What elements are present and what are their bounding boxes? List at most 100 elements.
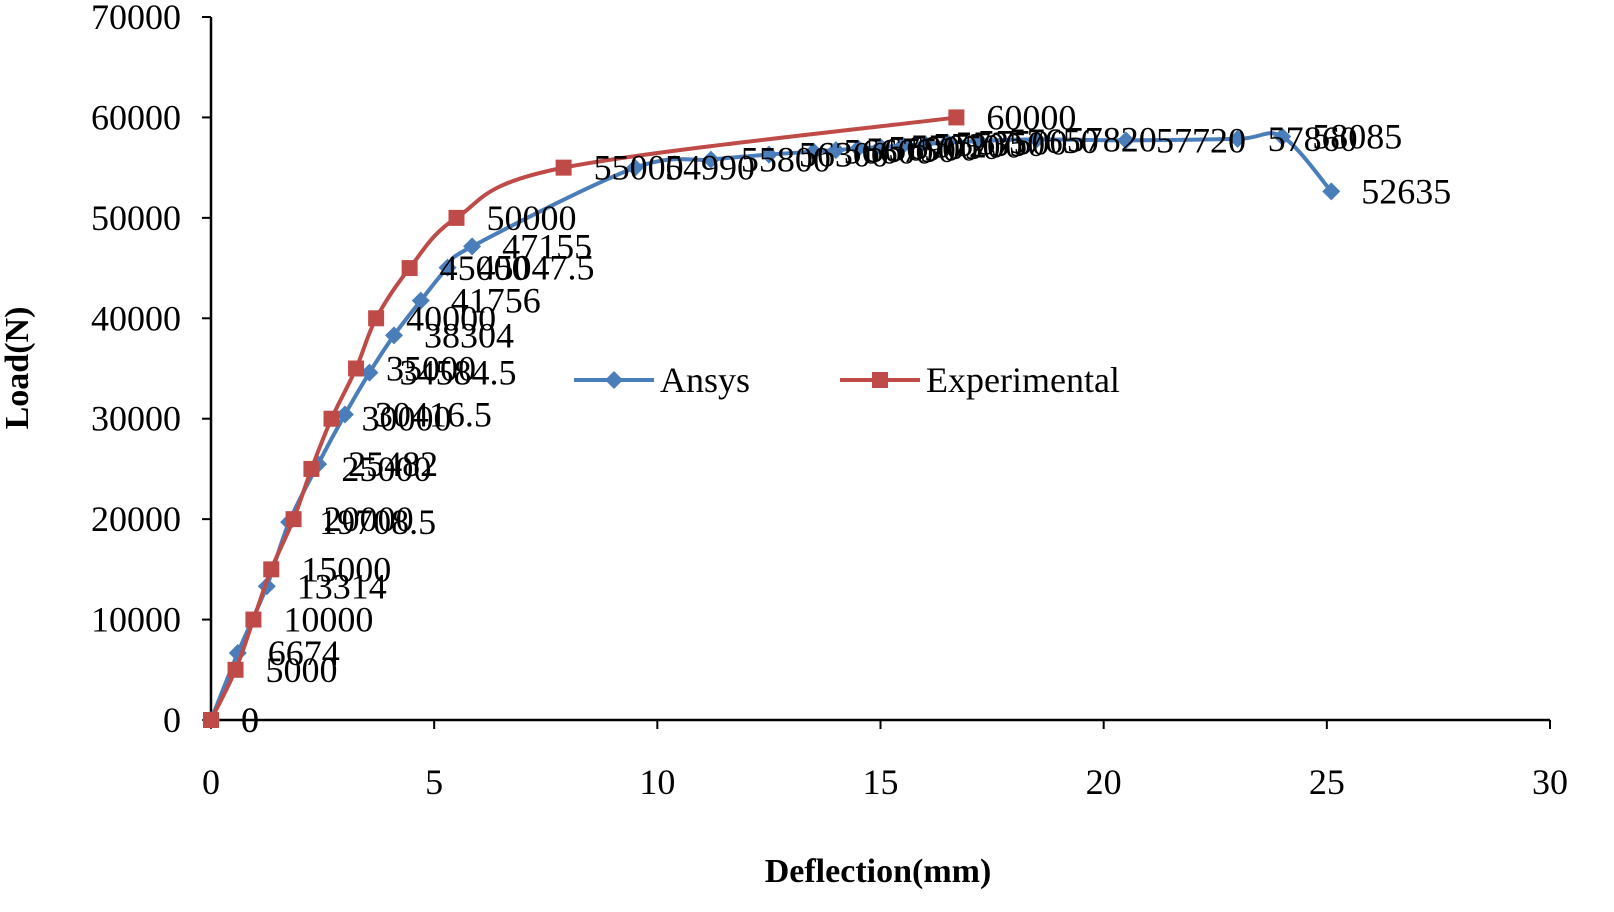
experimental-point: [323, 410, 340, 427]
ansys-data-label: 52635: [1361, 171, 1451, 211]
y-tick-label: 30000: [91, 399, 181, 439]
experimental-data-label: 60000: [986, 97, 1076, 137]
x-axis-title: Deflection(mm): [765, 853, 992, 890]
experimental-point: [227, 661, 244, 678]
experimental-data-label: 55000: [594, 148, 684, 188]
experimental-point: [555, 159, 572, 176]
experimental-point: [303, 460, 320, 477]
experimental-data-label: 45000: [440, 248, 530, 288]
experimental-data-label: 40000: [406, 298, 496, 338]
ansys-point: [1273, 127, 1292, 146]
ansys-data-label: 34584.5: [399, 353, 516, 393]
ansys-data-label: 13314: [297, 566, 387, 606]
series-layer: [202, 109, 1341, 729]
experimental-data-label: 35000: [386, 349, 476, 389]
experimental-point: [263, 561, 280, 578]
x-tick-label: 15: [863, 762, 899, 802]
y-tick-label: 60000: [91, 97, 181, 137]
legend: Ansys Experimental: [574, 360, 1120, 400]
x-tick-label: 25: [1309, 762, 1345, 802]
ansys-point: [871, 138, 890, 157]
ansys-point: [916, 135, 935, 154]
ansys-point: [849, 139, 868, 158]
ansys-point: [463, 237, 482, 256]
ansys-point: [1322, 182, 1341, 201]
x-tick-label: 20: [1086, 762, 1122, 802]
ansys-point: [438, 258, 457, 277]
ansys-data-label: 19708.5: [319, 502, 436, 542]
legend-ansys-marker: [605, 371, 623, 389]
experimental-data-label: 50000: [486, 198, 576, 238]
ansys-data-label: 57820: [1067, 119, 1157, 159]
ansys-point: [335, 405, 354, 424]
experimental-data-label: 15000: [301, 549, 391, 589]
ansys-data-label: 57720: [1156, 120, 1246, 160]
experimental-data-label: 0: [241, 700, 259, 740]
experimental-data-label: 10000: [283, 600, 373, 640]
experimental-data-label: 20000: [324, 499, 414, 539]
ansys-data-label: 56900: [888, 129, 978, 169]
ansys-data-label: 0: [241, 700, 259, 740]
ansys-point: [384, 326, 403, 345]
experimental-data-label: 5000: [266, 650, 338, 690]
ansys-point: [626, 158, 645, 177]
ansys-data-label: 56750: [866, 130, 956, 170]
ansys-point: [1228, 129, 1247, 148]
experimental-series: [203, 109, 965, 728]
ansys-data-label: 57350: [955, 124, 1045, 164]
ansys-data-label: 57200: [933, 126, 1023, 166]
ansys-data-label: 56600: [844, 132, 934, 172]
ansys-data-label: 57650: [1009, 121, 1099, 161]
ansys-data-label: 55800: [741, 140, 831, 180]
ansys-point: [826, 141, 845, 160]
y-axis-title: Load(N): [0, 307, 36, 430]
ansys-point: [411, 291, 430, 310]
ansys-data-label: 57860: [1268, 119, 1358, 159]
ansys-point: [759, 145, 778, 164]
ansys-point: [360, 363, 379, 382]
experimental-point: [203, 712, 219, 728]
y-tick-label: 40000: [91, 298, 181, 338]
y-tick-label: 20000: [91, 499, 181, 539]
experimental-point: [285, 511, 302, 528]
x-tick-label: 0: [202, 762, 220, 802]
x-tick-label: 5: [425, 762, 443, 802]
ansys-data-label: 56300: [799, 135, 889, 175]
ansys-data-label: 45047.5: [478, 248, 595, 288]
experimental-point: [448, 209, 465, 226]
ansys-data-label: 6674: [268, 633, 340, 673]
experimental-point: [368, 310, 385, 327]
experimental-data-label: 25000: [341, 449, 431, 489]
ansys-data-label: 30416.5: [375, 395, 492, 435]
experimental-point: [401, 260, 418, 277]
legend-ansys-label: Ansys: [660, 360, 750, 400]
experimental-point: [245, 611, 262, 628]
experimental-point: [348, 360, 365, 377]
ansys-point: [969, 132, 988, 151]
ansys-data-label: 57050: [911, 127, 1001, 167]
ansys-point: [804, 142, 823, 161]
y-tick-label: 10000: [91, 600, 181, 640]
ansys-point: [893, 136, 912, 155]
x-tick-label: 10: [639, 762, 675, 802]
ansys-point: [1116, 131, 1135, 150]
ansys-data-label: 41756: [451, 281, 541, 321]
ansys-data-label: 47155: [502, 226, 592, 266]
ansys-data-label: 25482: [348, 444, 438, 484]
legend-experimental-label: Experimental: [926, 360, 1120, 400]
ansys-data-label: 38304: [424, 315, 514, 355]
ansys-point: [1027, 130, 1046, 149]
ansys-data-label: 58085: [1312, 117, 1402, 157]
x-tick-label: 30: [1532, 762, 1568, 802]
ansys-data-label: 54990: [665, 148, 755, 188]
experimental-point: [948, 109, 965, 126]
ansys-point: [701, 150, 720, 169]
experimental-data-label: 30000: [362, 399, 452, 439]
y-tick-label: 50000: [91, 198, 181, 238]
legend-experimental-marker: [872, 372, 888, 388]
y-tick-label: 0: [163, 700, 181, 740]
ansys-point: [938, 133, 957, 152]
